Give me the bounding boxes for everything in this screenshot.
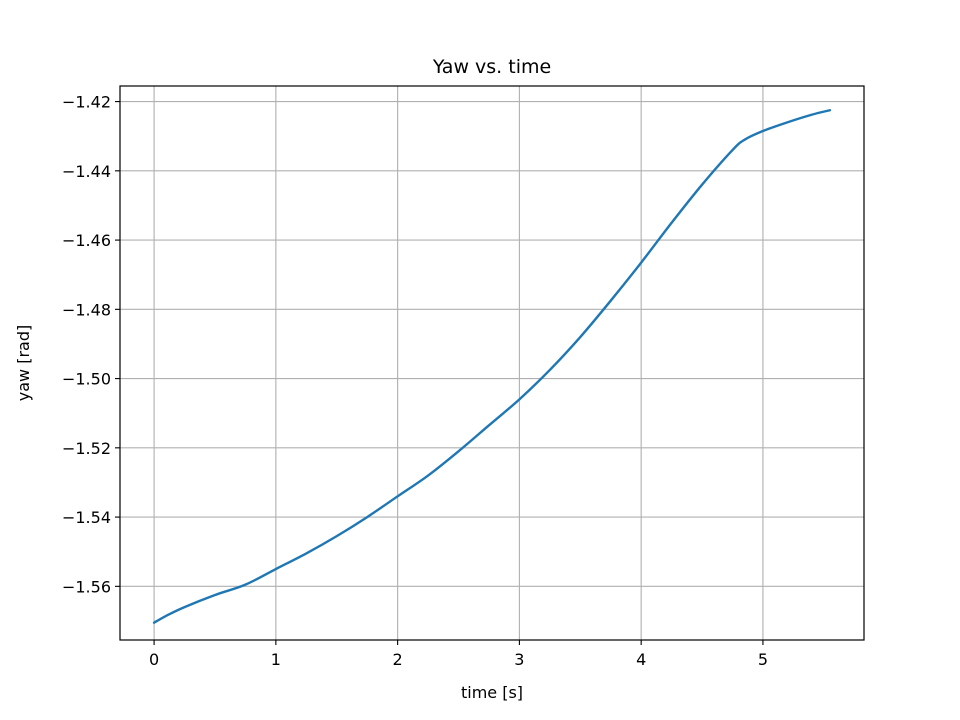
x-tick-label: 0 [149,650,159,669]
x-tick-label: 2 [393,650,403,669]
y-tick-label: −1.50 [62,370,111,389]
y-tick-label: −1.52 [62,439,111,458]
x-tick-label: 1 [271,650,281,669]
x-tick-label: 5 [758,650,768,669]
series-line-yaw [152,109,832,624]
y-ticks: −1.56 −1.54 −1.52 −1.50 −1.48 −1.46 −1.44 −1.42 [62,93,120,596]
x-axis-title: time [s] [461,683,523,702]
plot-frame [119,85,865,641]
y-tick-label: −1.42 [62,93,111,112]
series-layer [152,109,832,624]
y-tick-label: −1.56 [62,577,111,596]
y-axis-title: yaw [rad] [14,325,33,401]
y-tick-label: −1.48 [62,300,111,319]
y-tick-label: −1.44 [62,162,111,181]
x-tick-label: 3 [514,650,524,669]
grid [120,86,864,640]
y-tick-label: −1.46 [62,231,111,250]
y-tick-label: −1.54 [62,508,111,527]
chart-title: Yaw vs. time [432,56,551,78]
x-ticks: 0 1 2 3 4 5 [149,640,768,669]
x-tick-label: 4 [636,650,646,669]
